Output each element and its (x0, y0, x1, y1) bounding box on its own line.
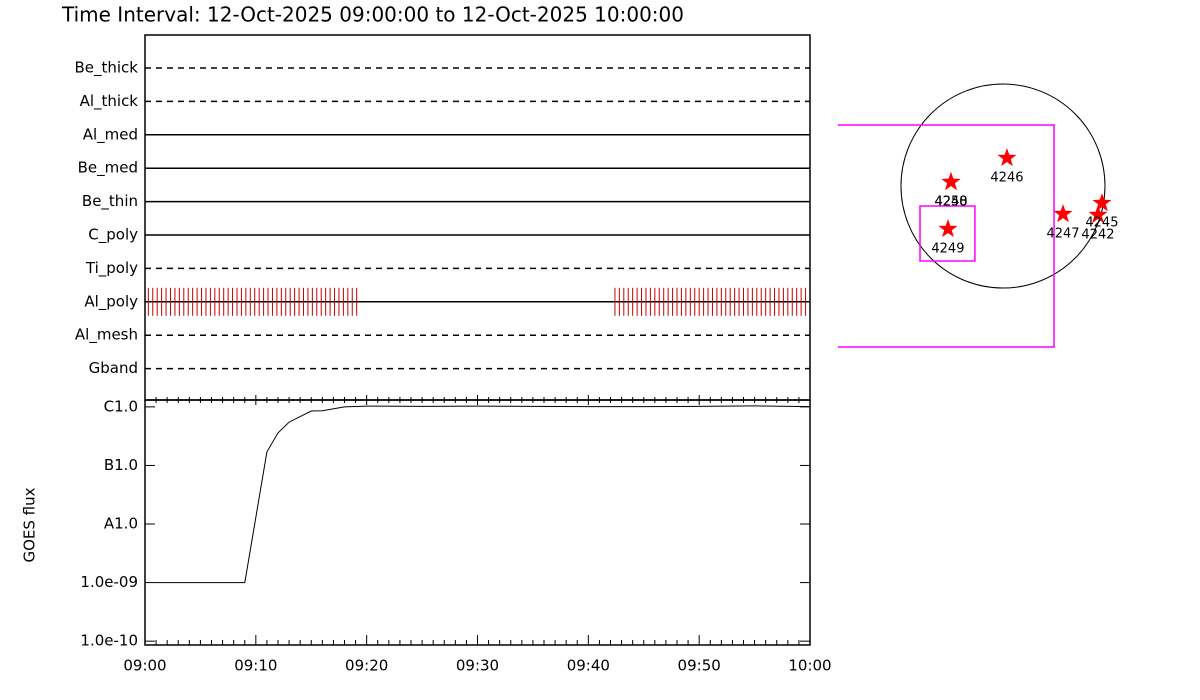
goes-line (155, 405, 811, 584)
filter-label: Ti_poly (85, 259, 138, 278)
active-region-star (997, 148, 1017, 167)
active-region-star (1053, 204, 1073, 223)
filter-label: Be_thin (82, 192, 138, 211)
filter-label: C_poly (88, 226, 138, 245)
filter-label: Be_med (78, 159, 138, 178)
field-of-view (837, 124, 1055, 348)
x-tick-label: 09:10 (234, 657, 277, 675)
active-region-star (1088, 205, 1108, 224)
y-tick-label: 1.0e-09 (80, 573, 138, 591)
y-axis-label: GOES flux (21, 487, 39, 562)
filter-label: Be_thick (74, 59, 138, 78)
solar-limb (900, 83, 1106, 289)
active-region-star (941, 172, 961, 191)
x-tick-label: 09:20 (345, 657, 388, 675)
x-tick-label: 09:30 (456, 657, 499, 675)
active-region-label: 4247 (1046, 227, 1079, 242)
active-region-label: 4249 (931, 242, 964, 257)
filter-label: Gband (89, 359, 138, 377)
y-tick-label: A1.0 (104, 515, 138, 533)
active-region-star (938, 219, 958, 238)
active-region-star (1092, 193, 1112, 212)
active-region-label: 4242 (1081, 228, 1114, 243)
filter-label: Al_thick (80, 92, 139, 111)
y-tick-label: 1.0e-10 (80, 632, 138, 650)
x-tick-label: 10:00 (788, 657, 831, 675)
filter-label: Al_med (83, 125, 138, 144)
active-region-label: 4250 (934, 195, 967, 210)
timeline-frame (144, 34, 811, 401)
x-tick-label: 09:50 (678, 657, 721, 675)
chart-title: Time Interval: 12-Oct-2025 09:00:00 to 1… (61, 3, 684, 27)
y-tick-label: C1.0 (104, 397, 138, 415)
filter-label: Al_mesh (75, 326, 138, 345)
filter-label: Al_poly (84, 292, 138, 311)
x-tick-label: 09:00 (123, 657, 166, 675)
x-tick-label: 09:40 (567, 657, 610, 675)
goes-frame (144, 399, 811, 646)
active-region-label: 4246 (990, 170, 1023, 185)
y-tick-label: B1.0 (104, 456, 138, 474)
active-region-label: 4248 (934, 195, 967, 210)
field-of-view (919, 205, 976, 262)
active-region-label: 4245 (1085, 216, 1118, 231)
